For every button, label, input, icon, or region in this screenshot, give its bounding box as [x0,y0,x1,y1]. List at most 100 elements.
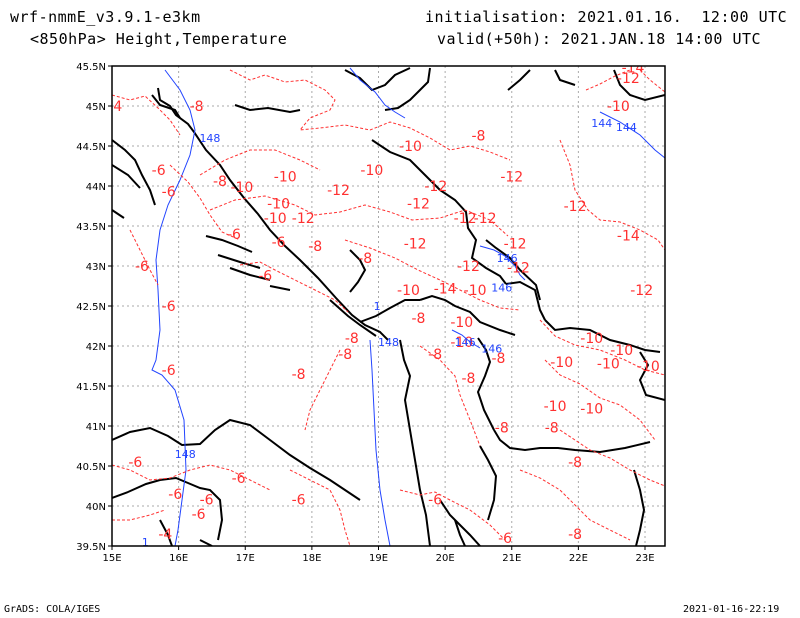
temperature-label: -6 [227,227,241,243]
temperature-label: -12 [407,197,430,213]
lon-label: 22E [569,553,588,564]
temperature-label: -10 [264,211,287,227]
latitude-labels: 45.5N 45N 44.5N 44N 43.5N 43N 42.5N 42N 41.5N 41N… [76,62,112,553]
lon-label: 15E [102,553,121,564]
height-contours [151,67,665,546]
lon-label: 16E [169,553,188,564]
temperature-label: -10 [580,401,603,417]
temperature-label: -10 [397,283,420,299]
lat-label: 41.5N [76,382,106,393]
temperature-label: -12 [564,199,587,215]
temperature-label: -12 [500,169,523,185]
temperature-label: -12 [424,179,447,195]
longitude-labels: 15E 16E 17E 18E 19E 20E 21E 22E 23E [102,546,655,564]
temperature-label: -6 [200,493,214,509]
temperature-label: -8 [545,421,559,437]
height-label: 144 [591,117,612,130]
lon-label: 18E [302,553,321,564]
temperature-label: -12 [630,283,653,299]
temperature-label: -8 [213,174,227,190]
temperature-label: -6 [152,163,166,179]
temperature-contours [112,69,665,546]
temperature-label: -8 [495,421,509,437]
temperature-label: -10 [274,169,297,185]
temperature-label: -10 [360,163,383,179]
lat-label: 42N [86,342,106,353]
lat-label: 42.5N [76,302,106,313]
map-area: -14-12-10-8-4-8-10-10-6 -10 -12-8 -10 -12-6-… [108,61,665,549]
temperature-label: -12 [327,183,350,199]
height-label: 148 [199,132,220,145]
height-label: 146 [491,282,512,295]
temperature-label: -12 [454,211,477,227]
temperature-label: -10 [544,399,567,415]
lat-label: 40N [86,502,106,513]
height-label: 1 [374,300,381,313]
temperature-label: -10 [597,357,620,373]
model-title: wrf-nmmE_v3.9.1-e3km [10,8,201,26]
country-borders [151,67,665,546]
lat-label: 43.5N [76,222,106,233]
temperature-label: -8 [190,99,204,115]
temperature-label: -8 [428,347,442,363]
temperature-label: -6 [162,299,176,315]
temperature-label: -6 [168,487,182,503]
temperature-label: -6 [272,235,286,251]
temperature-label: -6 [192,507,206,523]
lon-label: 17E [236,553,255,564]
temperature-label: -14 [434,281,457,297]
temperature-label: -10 [607,99,630,115]
lon-label: 20E [436,553,455,564]
footer-timestamp: 2021-01-16-22:19 [683,604,780,615]
temperature-label: -14 [622,61,645,77]
temperature-labels: -14-12-10-8-4-8-10-10-6 -10 -12-8 -10 -12-6-… [108,61,660,547]
temperature-label: -8 [345,331,359,347]
map-grid [112,66,665,546]
height-labels: 148 144 144 146 146 146 146 148 148 1 1 [142,117,637,549]
temperature-label: -6 [232,471,246,487]
temperature-label: -8 [411,311,425,327]
coastlines [112,87,481,546]
temperature-label: -10 [610,343,633,359]
height-label: 148 [175,448,196,461]
temperature-label: -6 [292,493,306,509]
temperature-label: -10 [637,359,660,375]
temperature-label: -8 [308,239,322,255]
temperature-label: -8 [461,371,475,387]
temperature-label: -10 [399,139,422,155]
height-label: 146 [481,342,502,355]
lat-label: 44.5N [76,142,106,153]
temperature-label: -10 [450,315,473,331]
temperature-label: -6 [258,269,272,285]
temperature-label: -6 [162,185,176,201]
field-title: <850hPa> Height,Temperature [30,30,288,48]
height-label: 148 [378,336,399,349]
height-label: 1 [142,536,149,549]
temperature-label: -12 [507,261,530,277]
temperature-label: -6 [135,259,149,275]
init-time: initialisation: 2021.01.16. 12:00 UTC [425,8,788,26]
lon-label: 19E [369,553,388,564]
temperature-label: -12 [504,237,527,253]
temperature-label: -12 [457,259,480,275]
temperature-label: -10 [464,283,487,299]
temperature-label: -10 [230,180,253,196]
temperature-label: -10 [450,335,473,351]
temperature-label: -4 [108,99,122,115]
temperature-label: -6 [498,531,512,547]
temperature-label: -8 [338,347,352,363]
lat-label: 41N [86,422,106,433]
footer-credit: GrADS: COLA/IGES [4,604,101,615]
temperature-label: -12 [617,71,640,87]
temperature-label: -6 [428,493,442,509]
lat-label: 44N [86,182,106,193]
temperature-label: -14 [617,229,640,245]
lat-label: 39.5N [76,542,106,553]
valid-time: valid(+50h): 2021.JAN.18 14:00 UTC [437,30,762,48]
temperature-label: -8 [358,251,372,267]
temperature-label: -12 [292,211,315,227]
height-label: 146 [497,252,518,265]
temperature-label: -6 [128,455,142,471]
temperature-label: -10 [580,331,603,347]
